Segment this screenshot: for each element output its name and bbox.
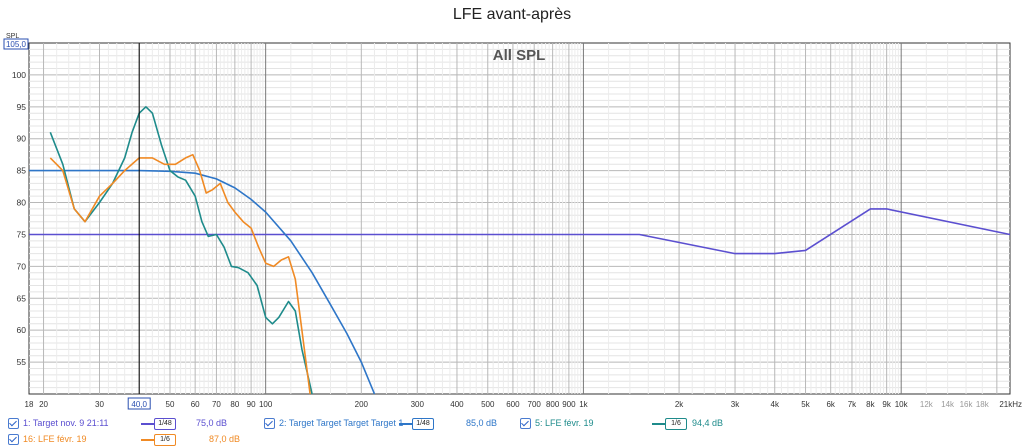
x-tick-label: 20	[39, 400, 48, 409]
y-tick-label: 85	[17, 166, 27, 176]
y-tick-label: 65	[17, 293, 27, 303]
x-tick-label: 200	[355, 400, 369, 409]
x-tick-label: 4k	[771, 400, 780, 409]
x-tick-label: 2k	[675, 400, 684, 409]
legend-value: 85,0 dB	[466, 418, 498, 428]
y-tick-label: 75	[17, 229, 27, 239]
x-tick-label: 70	[212, 400, 221, 409]
y-top-value-box	[3, 38, 29, 50]
x-tick-label: 700	[528, 400, 542, 409]
y-tick-label: 60	[17, 325, 27, 335]
chart-series	[29, 106, 1011, 395]
x-tick-label: 18	[25, 400, 34, 409]
legend-smoothing-control[interactable]: 1/48	[399, 417, 434, 430]
x-tick-label: 50	[166, 400, 175, 409]
series-line-4	[49, 153, 311, 395]
legend-item-3[interactable]: 5: LFE févr. 19	[520, 416, 594, 430]
y-tick-label: 55	[17, 357, 27, 367]
y-tick-label: 70	[17, 261, 27, 271]
y-tick-label: 90	[17, 134, 27, 144]
x-tick-label: 18k	[976, 400, 990, 409]
legend: 1: Target nov. 9 21:11 1/48 75,0 dB 2: Targ…	[0, 412, 1024, 447]
x-tick-label: 100	[259, 400, 273, 409]
legend-smoothing-control[interactable]: 1/48	[141, 417, 176, 430]
y-tick-label: 100	[12, 70, 26, 80]
chart-annotation: All SPL	[493, 47, 546, 64]
x-tick-label: 7k	[848, 400, 857, 409]
x-tick-label: 800	[546, 400, 560, 409]
y-tick-label: 80	[17, 198, 27, 208]
legend-checkbox[interactable]	[264, 417, 275, 429]
legend-checkbox[interactable]	[8, 433, 19, 445]
legend-item-1[interactable]: 1: Target nov. 9 21:11	[8, 416, 109, 430]
y-tick-label: 95	[17, 102, 27, 112]
legend-value: 75,0 dB	[196, 418, 228, 428]
x-tick-label: 5k	[801, 400, 810, 409]
x-tick-label: 400	[450, 400, 464, 409]
x-tick-label: 60	[191, 400, 200, 409]
x-tick-label: 3k	[731, 400, 740, 409]
x-tick-label: 90	[247, 400, 256, 409]
x-tick-label: 10k	[895, 400, 909, 409]
plot-frame	[28, 42, 1011, 395]
legend-smoothing-control[interactable]: 1/6	[652, 417, 687, 430]
legend-item-4[interactable]: 16: LFE févr. 19	[8, 432, 87, 446]
legend-series-name: 2: Target Target Target Target 1	[279, 418, 404, 428]
x-tick-label: 21kHz	[999, 400, 1022, 409]
cursor-value-label: 40,0	[131, 400, 147, 409]
x-tick-label: 300	[411, 400, 425, 409]
legend-series-name: 16: LFE févr. 19	[23, 434, 87, 444]
x-tick-label: 80	[230, 400, 239, 409]
chart-grid	[28, 42, 1011, 395]
legend-item-2[interactable]: 2: Target Target Target Target 1	[264, 416, 403, 430]
x-tick-label: 6k	[826, 400, 835, 409]
series-line-2	[29, 169, 376, 395]
x-tick-label: 500	[481, 400, 495, 409]
legend-smoothing-label: 1/48	[412, 417, 434, 430]
x-tick-label: 16k	[960, 400, 974, 409]
legend-smoothing-control[interactable]: 1/6	[141, 433, 176, 446]
legend-smoothing-label: 1/48	[154, 417, 176, 430]
legend-value: 94,4 dB	[692, 418, 724, 428]
y-axis-label: SPL	[6, 33, 19, 40]
x-tick-label: 900	[562, 400, 576, 409]
x-tick-label: 14k	[941, 400, 955, 409]
x-tick-label: 12k	[920, 400, 934, 409]
legend-checkbox[interactable]	[8, 417, 19, 429]
y-top-value: 105,0	[6, 40, 27, 49]
legend-series-name: 1: Target nov. 9 21:11	[23, 418, 109, 428]
cursor-value-box	[127, 397, 151, 410]
legend-value: 87,0 dB	[209, 434, 241, 444]
legend-series-name: 5: LFE févr. 19	[535, 418, 594, 428]
x-tick-label: 600	[506, 400, 520, 409]
legend-smoothing-label: 1/6	[154, 433, 176, 446]
x-tick-label: 9k	[882, 400, 891, 409]
x-tick-label: 1k	[579, 400, 588, 409]
legend-checkbox[interactable]	[520, 417, 531, 429]
series-line-1	[29, 208, 1011, 255]
x-tick-label: 30	[95, 400, 104, 409]
legend-smoothing-label: 1/6	[665, 417, 687, 430]
chart-title: LFE avant-après	[452, 6, 572, 23]
x-tick-label: 8k	[866, 400, 875, 409]
